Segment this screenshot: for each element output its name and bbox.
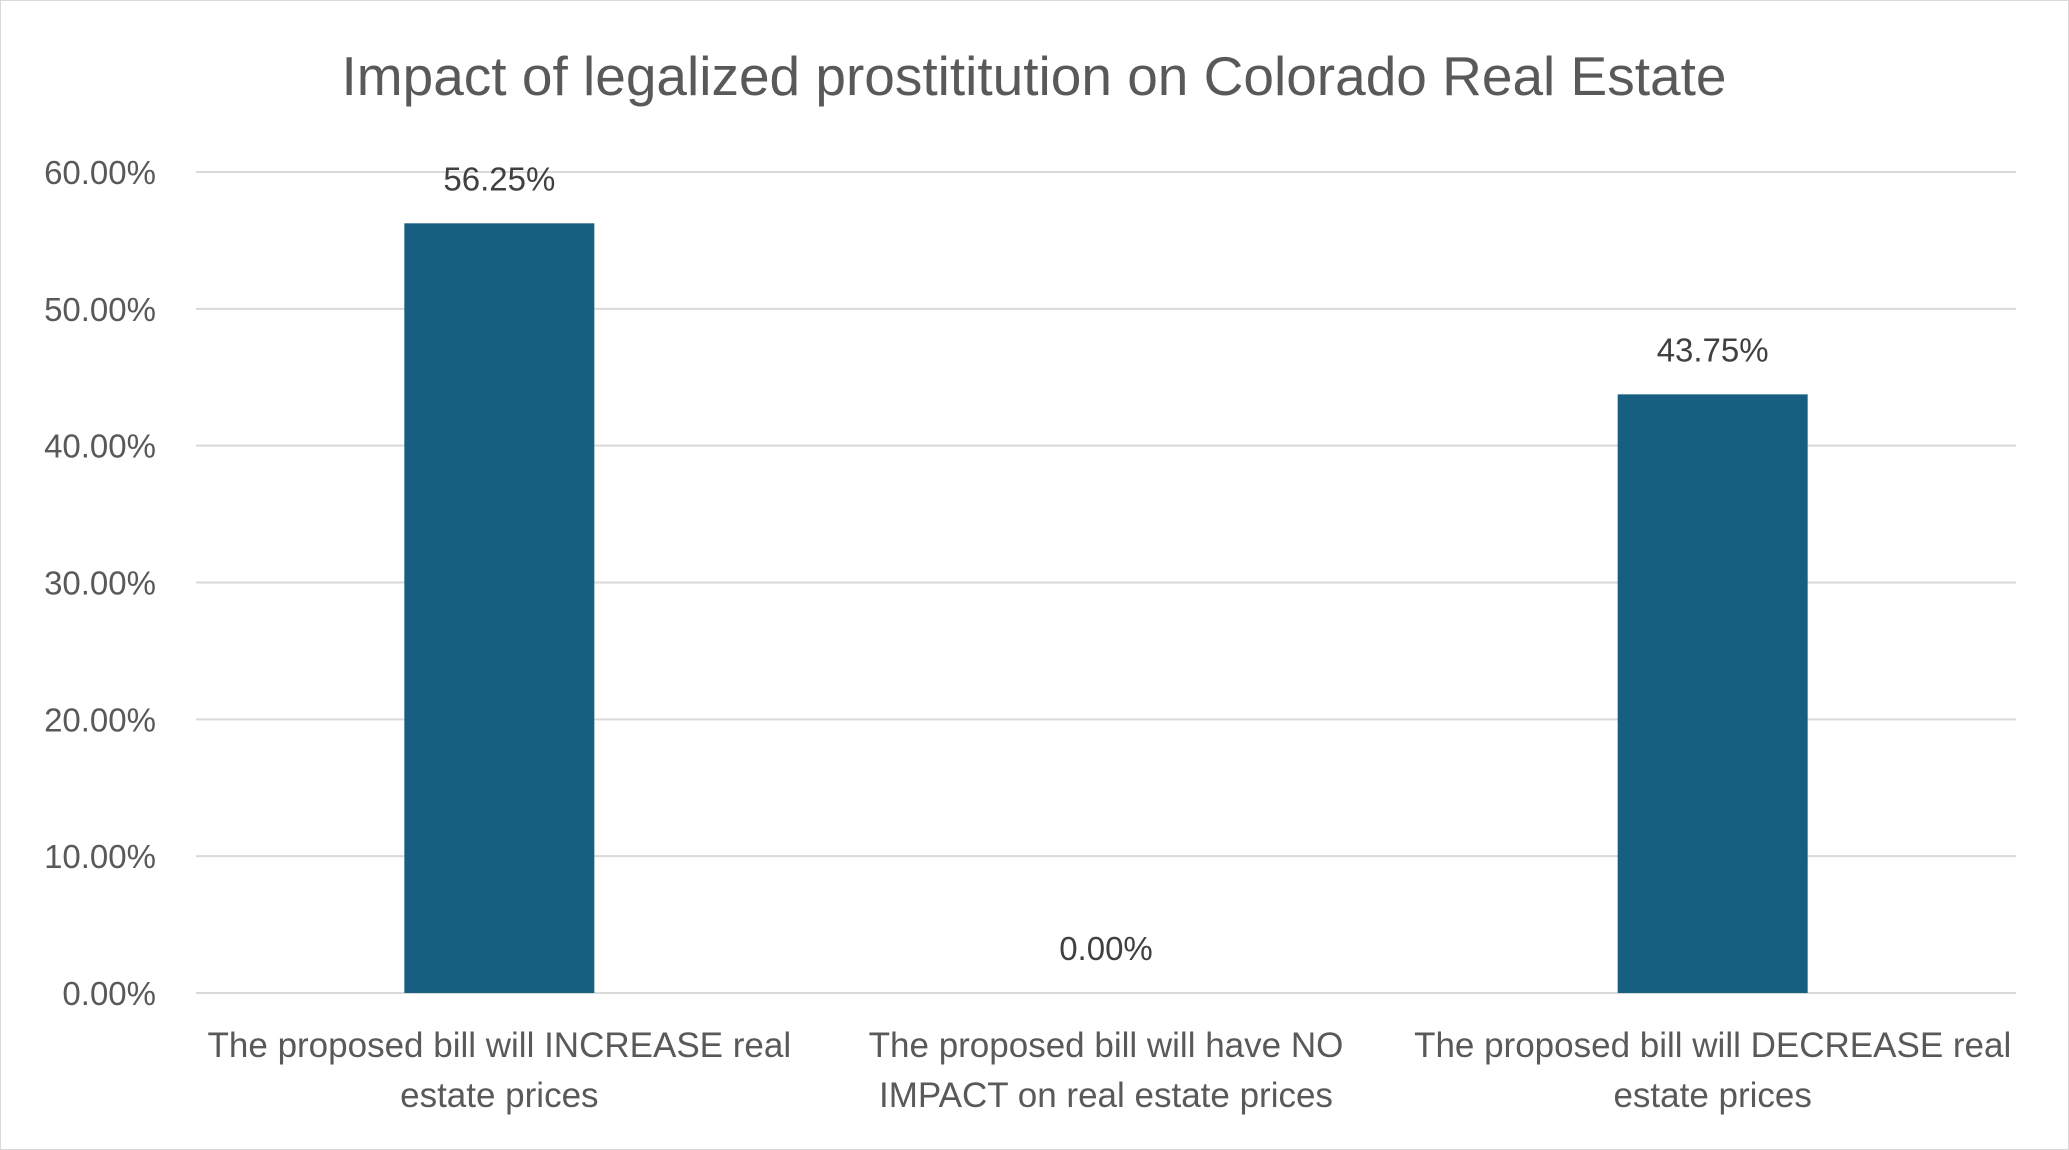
category-label: estate prices	[1613, 1076, 1811, 1115]
category-label: IMPACT on real estate prices	[879, 1076, 1333, 1115]
chart-title: Impact of legalized prostititution on Co…	[342, 45, 1727, 107]
y-axis-tick-labels: 0.00% 10.00% 20.00% 30.00% 40.00% 50.00% 60.00…	[44, 154, 156, 1012]
y-tick-label: 60.00%	[44, 154, 156, 191]
bars	[404, 223, 1808, 994]
category-label: The proposed bill will have NO	[869, 1026, 1344, 1065]
y-tick-label: 20.00%	[44, 701, 156, 738]
data-label: 56.25%	[443, 160, 555, 197]
data-labels: 56.25% 0.00% 43.75%	[443, 160, 1768, 967]
category-label: estate prices	[400, 1076, 598, 1115]
data-label: 43.75%	[1657, 331, 1769, 368]
y-tick-label: 30.00%	[44, 565, 156, 602]
y-tick-label: 50.00%	[44, 291, 156, 328]
category-label: The proposed bill will INCREASE real	[208, 1026, 792, 1065]
y-tick-label: 40.00%	[44, 428, 156, 465]
category-labels: The proposed bill will INCREASE real esta…	[208, 1026, 2012, 1115]
y-tick-label: 10.00%	[44, 838, 156, 875]
y-tick-label: 0.00%	[62, 975, 156, 1012]
data-label: 0.00%	[1059, 930, 1153, 967]
bar	[404, 223, 595, 993]
bar	[1617, 394, 1808, 994]
category-label: The proposed bill will DECREASE real	[1414, 1026, 2011, 1065]
